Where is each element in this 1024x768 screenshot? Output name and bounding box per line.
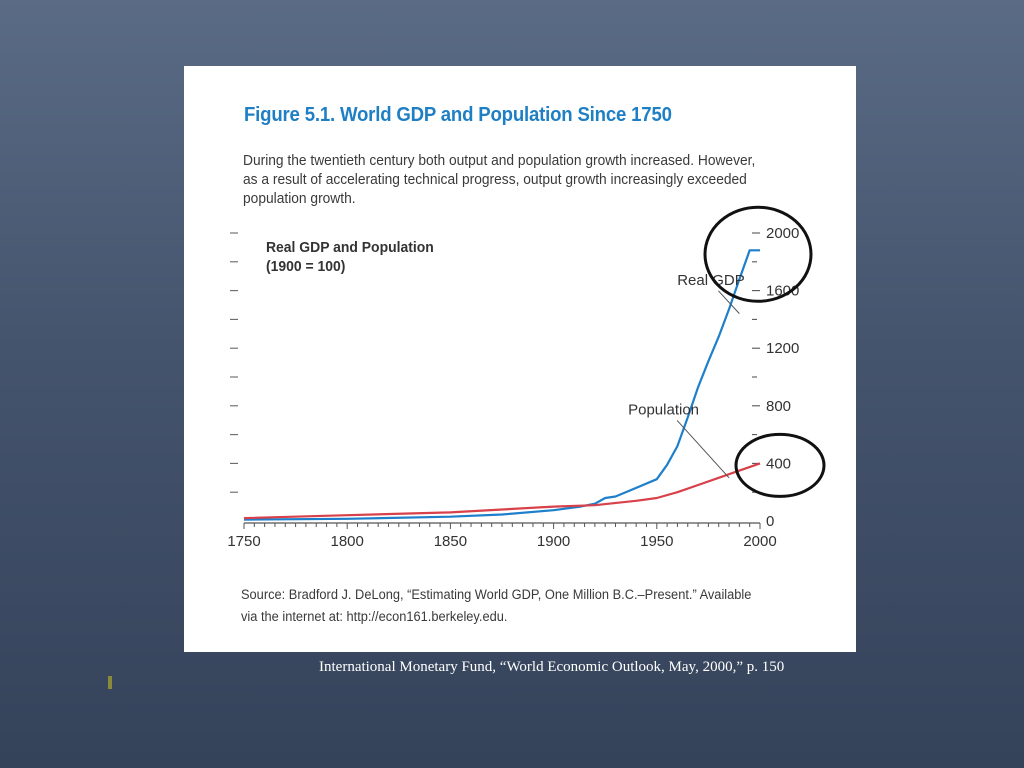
description-line: population growth. [243, 191, 356, 207]
y-tick-label: 1600 [766, 283, 799, 300]
series-line-real-gdp [243, 249, 760, 521]
description-line: as a result of accelerating technical pr… [243, 172, 747, 188]
y-tick-label: 0 [766, 513, 774, 530]
figure-description: During the twentieth century both output… [243, 152, 813, 209]
annotation-label: Real GDP [677, 272, 745, 289]
slide-caption: International Monetary Fund, “World Econ… [319, 659, 785, 675]
description-line: During the twentieth century both output… [243, 153, 756, 169]
y-tick-label: 2000 [766, 225, 799, 242]
annotation-leader [676, 420, 730, 479]
x-tick-label: 1850 [434, 533, 467, 550]
annotation-label: Population [628, 401, 699, 418]
y-tick-label: 800 [766, 398, 791, 415]
highlight-circle-population [734, 432, 826, 498]
chart-title-line: Real GDP and Population [266, 240, 434, 257]
source-line: via the internet at: http://econ161.berk… [241, 609, 508, 624]
y-tick-label: 400 [766, 455, 791, 472]
y-tick-label: 1200 [766, 340, 799, 357]
gdp-population-chart: Real GDP and Population (1900 = 100) 175… [227, 205, 826, 550]
source-line: Source: Bradford J. DeLong, “Estimating … [241, 587, 752, 602]
source-note: Source: Bradford J. DeLong, “Estimating … [241, 584, 821, 628]
annotation-layer: Real GDP Population [628, 205, 826, 498]
chart-title-line: (1900 = 100) [266, 259, 346, 276]
series-line-population [243, 462, 761, 520]
figure-title: Figure 5.1. World GDP and Population Sin… [244, 104, 672, 126]
series-layer [243, 249, 761, 521]
x-tick-label: 1900 [537, 533, 570, 550]
x-tick-label: 1800 [331, 533, 364, 550]
bullet-marker [108, 676, 112, 689]
x-tick-label: 2000 [743, 533, 776, 550]
x-tick-label: 1950 [640, 533, 673, 550]
x-tick-label: 1750 [227, 533, 260, 550]
highlight-circle-gdp [703, 205, 813, 303]
figure-panel: Figure 5.1. World GDP and Population Sin… [184, 66, 856, 652]
chart-axes: 1750 1800 1850 1900 1950 2000 0 400 800 1200 1600 2… [227, 225, 799, 550]
annotation-leader [718, 290, 740, 314]
